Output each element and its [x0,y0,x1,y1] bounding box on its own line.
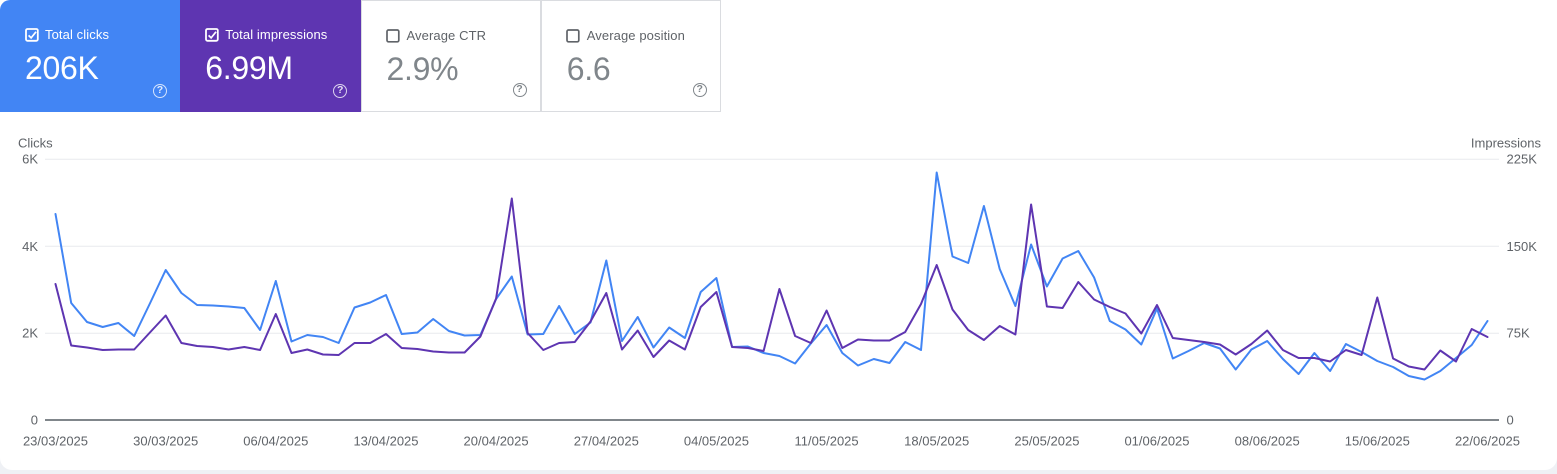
svg-text:75K: 75K [1507,326,1530,341]
svg-text:30/03/2025: 30/03/2025 [133,434,198,449]
svg-text:25/05/2025: 25/05/2025 [1014,434,1079,449]
svg-text:04/05/2025: 04/05/2025 [684,434,749,449]
svg-text:15/06/2025: 15/06/2025 [1345,434,1410,449]
svg-text:20/04/2025: 20/04/2025 [464,434,529,449]
svg-text:Clicks: Clicks [18,136,53,151]
svg-text:4K: 4K [22,239,38,254]
svg-text:08/06/2025: 08/06/2025 [1235,434,1300,449]
svg-text:Impressions: Impressions [1471,136,1542,151]
svg-text:23/03/2025: 23/03/2025 [23,434,88,449]
svg-text:01/06/2025: 01/06/2025 [1124,434,1189,449]
svg-text:18/05/2025: 18/05/2025 [904,434,969,449]
svg-text:27/04/2025: 27/04/2025 [574,434,639,449]
svg-text:22/06/2025: 22/06/2025 [1455,434,1520,449]
svg-text:6K: 6K [22,152,38,167]
svg-text:06/04/2025: 06/04/2025 [243,434,308,449]
svg-text:0: 0 [31,413,38,428]
svg-text:2K: 2K [22,326,38,341]
svg-text:0: 0 [1507,413,1514,428]
svg-text:225K: 225K [1507,152,1538,167]
svg-text:150K: 150K [1507,239,1538,254]
svg-text:11/05/2025: 11/05/2025 [795,434,859,449]
svg-text:13/04/2025: 13/04/2025 [353,434,418,449]
